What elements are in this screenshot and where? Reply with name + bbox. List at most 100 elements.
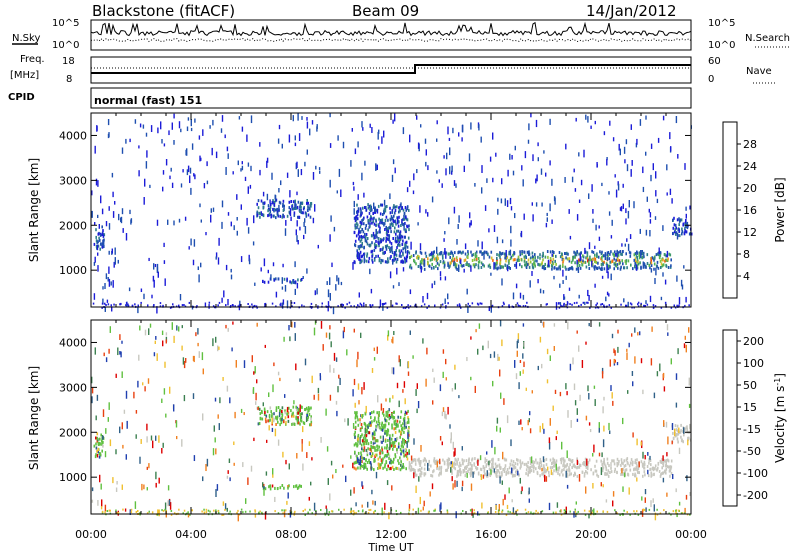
range-gate-cell	[264, 487, 267, 491]
range-gate-cell	[531, 202, 533, 206]
range-gate-cell	[619, 514, 621, 516]
range-gate-cell	[380, 219, 382, 223]
colorbar-tick-label: 50	[743, 379, 757, 392]
range-gate-cell	[367, 431, 370, 435]
range-gate-cell	[385, 414, 387, 418]
range-gate-cell	[275, 208, 277, 212]
range-gate-cell	[594, 253, 596, 257]
range-gate-cell	[450, 438, 452, 444]
range-gate-cell	[646, 196, 648, 202]
range-gate-cell	[559, 510, 561, 513]
range-gate-cell	[576, 259, 578, 265]
range-gate-cell	[379, 463, 381, 467]
range-gate-cell	[656, 264, 658, 269]
range-gate-cell	[162, 442, 164, 448]
range-gate-cell	[683, 343, 686, 349]
range-gate-cell	[626, 460, 629, 464]
range-gate-cell	[409, 255, 411, 259]
range-gate-cell	[405, 421, 407, 425]
range-gate-cell	[574, 251, 577, 255]
range-gate-cell	[273, 207, 275, 211]
range-gate-cell	[396, 436, 399, 440]
range-gate-cell	[135, 511, 138, 513]
range-gate-cell	[603, 260, 605, 264]
range-gate-cell	[585, 466, 588, 469]
range-gate-cell	[350, 305, 352, 308]
range-gate-cell	[380, 203, 382, 207]
time-axis-labels: 00:00 04:00 08:00 12:00 16:00 20:00 00:00	[75, 528, 707, 541]
range-gate-cell	[519, 305, 522, 308]
range-gate-cell	[560, 513, 563, 516]
range-gate-cell	[504, 256, 506, 260]
range-gate-cell	[359, 220, 362, 224]
range-gate-cell	[312, 172, 315, 180]
range-gate-cell	[375, 439, 377, 443]
range-gate-cell	[455, 511, 457, 519]
range-gate-cell	[261, 511, 263, 514]
range-gate-cell	[654, 305, 657, 308]
range-gate-cell	[378, 411, 380, 414]
range-gate-cell	[583, 461, 585, 464]
range-gate-cell	[558, 265, 560, 269]
range-gate-cell	[422, 459, 425, 463]
range-gate-cell	[477, 303, 480, 306]
range-gate-cell	[242, 462, 244, 468]
range-gate-cell	[436, 246, 438, 254]
range-gate-cell	[435, 264, 437, 268]
range-gate-cell	[681, 227, 683, 231]
range-gate-cell	[600, 467, 603, 476]
range-gate-cell	[618, 259, 621, 263]
range-gate-cell	[374, 500, 376, 506]
range-gate-cell	[359, 230, 362, 234]
range-gate-cell	[592, 453, 594, 457]
range-gate-cell	[619, 267, 622, 271]
range-gate-cell	[625, 259, 628, 263]
range-gate-cell	[407, 420, 410, 424]
range-gate-cell	[393, 214, 395, 218]
range-gate-cell	[161, 398, 163, 403]
range-gate-cell	[652, 466, 655, 470]
range-gate-cell	[408, 306, 410, 309]
range-gate-cell	[623, 464, 626, 468]
range-gate-cell	[392, 224, 394, 227]
range-gate-cell	[273, 209, 275, 213]
range-gate-cell	[277, 487, 279, 490]
range-gate-cell	[513, 474, 515, 478]
range-gate-cell	[517, 339, 519, 344]
range-gate-cell	[629, 513, 631, 516]
range-gate-cell	[535, 458, 537, 462]
range-gate-cell	[532, 154, 534, 162]
range-gate-cell	[546, 250, 549, 253]
range-gate-cell	[606, 157, 608, 161]
range-gate-cell	[516, 350, 518, 357]
range-gate-cell	[492, 466, 494, 470]
range-gate-cell	[385, 215, 388, 219]
range-gate-cell	[463, 259, 466, 263]
range-gate-cell	[665, 471, 667, 475]
range-gate-cell	[361, 433, 363, 437]
range-gate-cell	[686, 475, 688, 482]
range-gate-cell	[577, 465, 579, 469]
range-gate-cell	[400, 511, 402, 514]
range-gate-cell	[454, 262, 456, 266]
range-gate-cell	[387, 334, 389, 341]
range-gate-cell	[603, 462, 606, 466]
range-gate-cell	[276, 415, 279, 419]
range-gate-cell	[212, 338, 214, 347]
range-gate-cell	[558, 251, 561, 254]
range-gate-cell	[657, 137, 660, 143]
range-gate-cell	[264, 305, 266, 308]
range-gate-cell	[372, 437, 374, 441]
range-gate-cell	[310, 415, 312, 419]
range-gate-cell	[269, 484, 271, 488]
range-gate-cell	[662, 258, 664, 262]
range-gate-cell	[357, 383, 360, 390]
range-gate-cell	[573, 302, 576, 305]
range-gate-cell	[407, 416, 409, 420]
range-gate-cell	[530, 456, 533, 464]
range-gate-cell	[609, 430, 611, 434]
range-gate-cell	[94, 222, 96, 226]
range-gate-cell	[292, 280, 295, 284]
range-gate-cell	[607, 271, 609, 279]
